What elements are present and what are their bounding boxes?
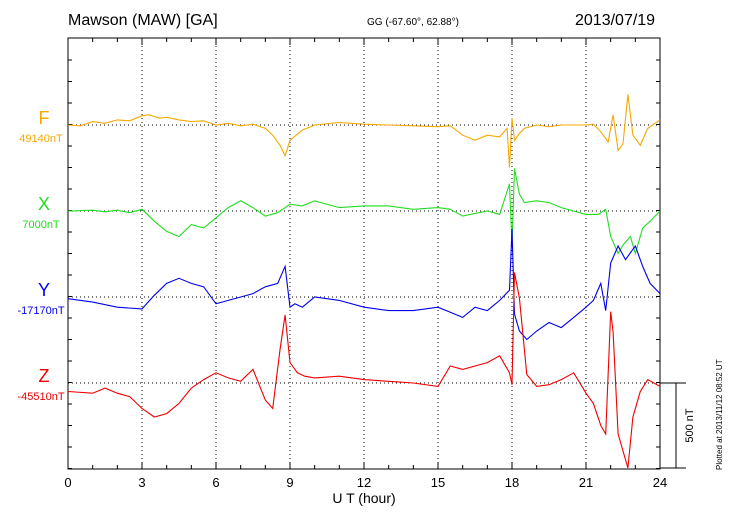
- x-tick-label: 24: [653, 475, 667, 490]
- series-baseline-z: -45510nT: [17, 391, 64, 403]
- x-tick-label: 0: [64, 475, 71, 490]
- series-line-y: [67, 228, 661, 341]
- scale-bar: 500 nT: [660, 382, 696, 469]
- station-title: Mawson (MAW) [GA]: [68, 12, 218, 29]
- x-tick-label: 21: [579, 475, 593, 490]
- x-tick-label: 18: [505, 475, 519, 490]
- series-group: [67, 94, 661, 469]
- axis-ticks: 0 3 6 9 12 15 18 21 24: [64, 38, 667, 490]
- grid-lines: [68, 38, 660, 469]
- series-baseline-x: 7000nT: [22, 219, 60, 231]
- series-baseline-y: -17170nT: [17, 305, 64, 317]
- series-name-f: F: [39, 108, 50, 128]
- x-tick-label: 12: [357, 475, 371, 490]
- series-name-x: X: [38, 194, 50, 214]
- scale-bar-label: 500 nT: [684, 408, 696, 443]
- series-line-z: [67, 272, 661, 469]
- series-line-x: [67, 168, 661, 256]
- series-baseline-f: 49140nT: [19, 133, 63, 145]
- series-line-f: [67, 94, 661, 168]
- x-axis-label: U T (hour): [332, 490, 395, 506]
- date-label: 2013/07/19: [575, 12, 656, 29]
- series-labels: F 49140nT X 7000nT Y -17170nT Z -45510nT: [17, 108, 64, 403]
- x-tick-label: 15: [431, 475, 445, 490]
- x-tick-label: 9: [286, 475, 293, 490]
- series-name-y: Y: [38, 280, 50, 300]
- coordinates-label: GG (-67.60°, 62.88°): [367, 17, 459, 28]
- x-tick-label: 6: [212, 475, 219, 490]
- series-name-z: Z: [39, 366, 50, 386]
- x-tick-label: 3: [138, 475, 145, 490]
